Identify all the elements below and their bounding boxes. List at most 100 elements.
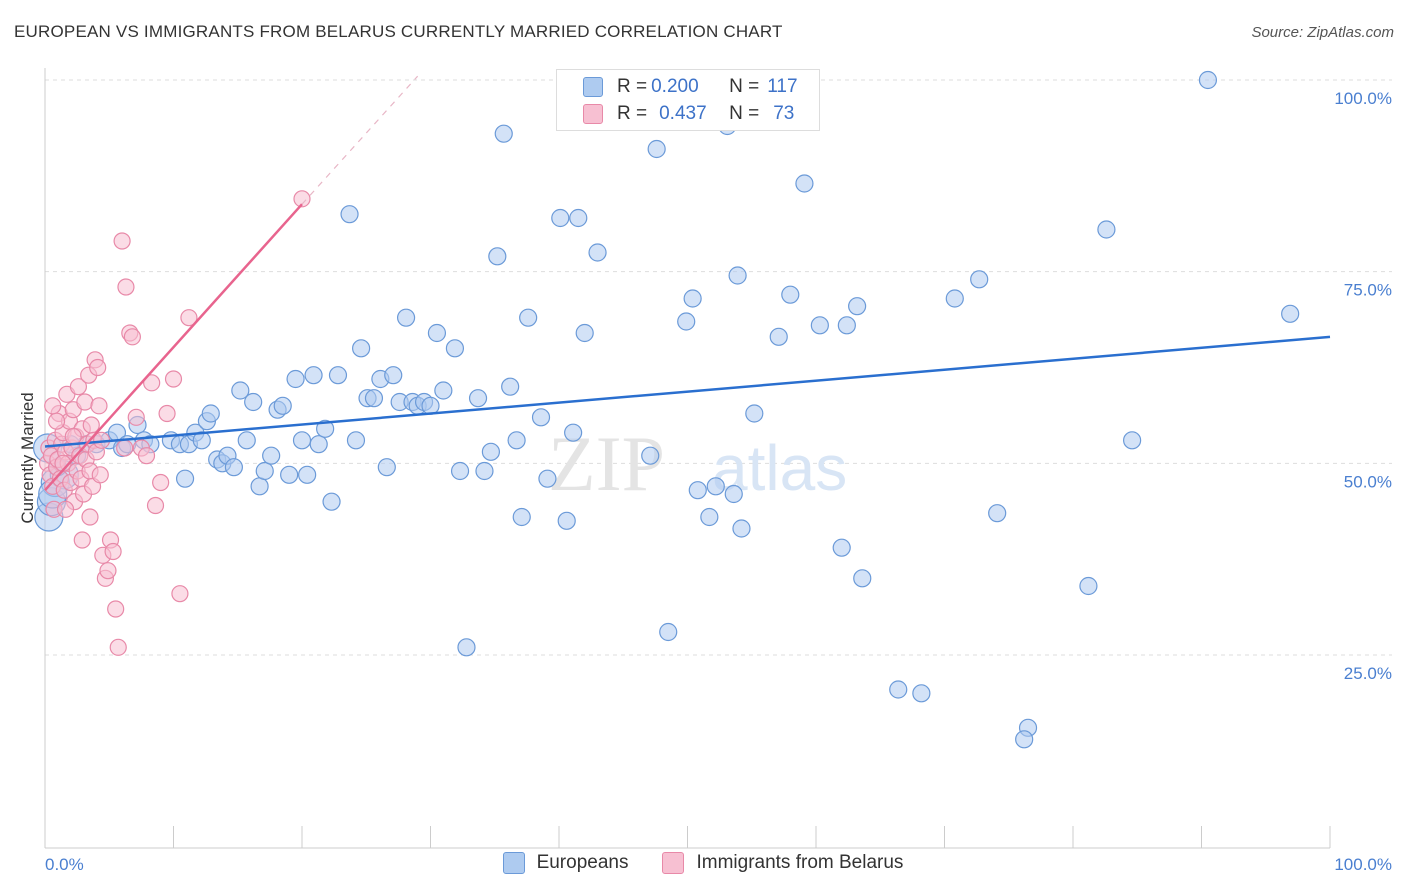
legend-label-europeans: Europeans [536, 852, 629, 873]
europeans-point [912, 684, 931, 703]
r-value: 0.437 [659, 103, 707, 124]
europeans-point [292, 431, 312, 450]
europeans-point [1097, 220, 1116, 239]
europeans-point [688, 481, 707, 500]
belarus-points [38, 190, 311, 656]
europeans-point [316, 419, 335, 438]
belarus-point [99, 562, 117, 580]
europeans-point [340, 205, 359, 224]
legend-swatch-blue [502, 852, 525, 874]
belarus-point [107, 600, 125, 618]
belarus-point [56, 500, 75, 518]
belarus-point [91, 466, 109, 484]
y-axis-label: Currently Married [18, 392, 37, 523]
europeans-point [192, 431, 211, 450]
belarus-point [113, 232, 131, 250]
europeans-trend-line [44, 335, 1331, 448]
europeans-point [468, 389, 488, 408]
europeans-point [988, 504, 1007, 523]
europeans-point [810, 316, 829, 335]
europeans-point [512, 507, 531, 527]
belarus-point [146, 496, 165, 515]
x-tick-label: 100.0% [1334, 855, 1392, 874]
europeans-point [832, 538, 851, 557]
stats-legend: R = 0.200 N = 117 R = 0.437 N = 73 [556, 69, 820, 131]
belarus-point [69, 378, 88, 396]
europeans-point [564, 423, 583, 442]
legend-swatch-pink [662, 852, 685, 874]
europeans-point [647, 139, 666, 159]
r-label: R = [617, 76, 648, 97]
legend-item-europeans[interactable]: Europeans [502, 852, 629, 874]
legend-label-belarus: Immigrants from Belarus [696, 852, 904, 873]
europeans-point [488, 247, 507, 266]
europeans-point [745, 404, 764, 423]
belarus-point [152, 473, 170, 492]
europeans-point [224, 458, 243, 477]
europeans-point [853, 569, 872, 588]
belarus-point [158, 404, 176, 423]
europeans-point [551, 208, 570, 228]
europeans-point [201, 404, 220, 423]
belarus-point [164, 370, 183, 388]
europeans-point [848, 297, 867, 316]
y-tick-label: 50.0% [1344, 472, 1392, 491]
europeans-point [427, 323, 447, 343]
tick-labels: 25.0% 50.0% 75.0% 100.0% 0.0% 100.0% [45, 89, 1392, 874]
n-value: 117 [767, 76, 798, 97]
europeans-point [481, 442, 500, 461]
europeans-point [273, 396, 292, 415]
europeans-point [683, 289, 702, 308]
legend-swatch-pink [583, 104, 603, 124]
europeans-point [434, 381, 453, 400]
legend-item-belarus[interactable]: Immigrants from Belarus [662, 852, 903, 874]
europeans-point [706, 477, 725, 496]
europeans-point [384, 366, 403, 385]
europeans-point [659, 622, 678, 642]
y-tick-label: 25.0% [1344, 664, 1392, 683]
belarus-point [89, 358, 107, 377]
europeans-point [728, 266, 747, 285]
europeans-point [286, 369, 305, 389]
belarus-point [81, 508, 99, 526]
x-tick-label: 0.0% [45, 855, 84, 874]
grid-lines [45, 79, 1392, 656]
series-legend: Europeans Immigrants from Belarus [0, 852, 1406, 874]
europeans-point [781, 285, 800, 304]
europeans-point [795, 174, 814, 193]
belarus-point [109, 638, 127, 656]
europeans-point [1079, 576, 1098, 596]
belarus-point [47, 412, 66, 430]
n-value: 73 [773, 103, 795, 124]
europeans-point [538, 469, 557, 488]
europeans-point [237, 431, 256, 450]
belarus-point [116, 439, 134, 457]
belarus-point [180, 309, 198, 327]
europeans-point [421, 396, 440, 415]
europeans-point [945, 289, 964, 308]
europeans-point [309, 435, 328, 454]
belarus-point [293, 190, 311, 208]
belarus-point [127, 408, 145, 426]
europeans-point [457, 638, 476, 657]
europeans-point [304, 366, 323, 385]
europeans-point [507, 431, 526, 450]
belarus-point [76, 393, 94, 411]
europeans-point [677, 312, 696, 331]
legend-row-belarus: R = 0.437 N = 73 [583, 102, 798, 126]
y-tick-label: 100.0% [1334, 89, 1392, 108]
europeans-point [531, 408, 551, 427]
belarus-point [171, 585, 189, 603]
europeans-point [280, 465, 299, 484]
europeans-point [641, 446, 660, 465]
source-label: Source: ZipAtlas.com [1251, 24, 1394, 41]
europeans-point [364, 389, 384, 408]
europeans-point [250, 477, 269, 496]
europeans-point [501, 377, 520, 396]
europeans-point [262, 446, 281, 465]
europeans-point [1123, 431, 1142, 450]
chart-title: EUROPEAN VS IMMIGRANTS FROM BELARUS CURR… [14, 22, 783, 41]
europeans-point [588, 243, 607, 262]
belarus-point [137, 447, 156, 465]
